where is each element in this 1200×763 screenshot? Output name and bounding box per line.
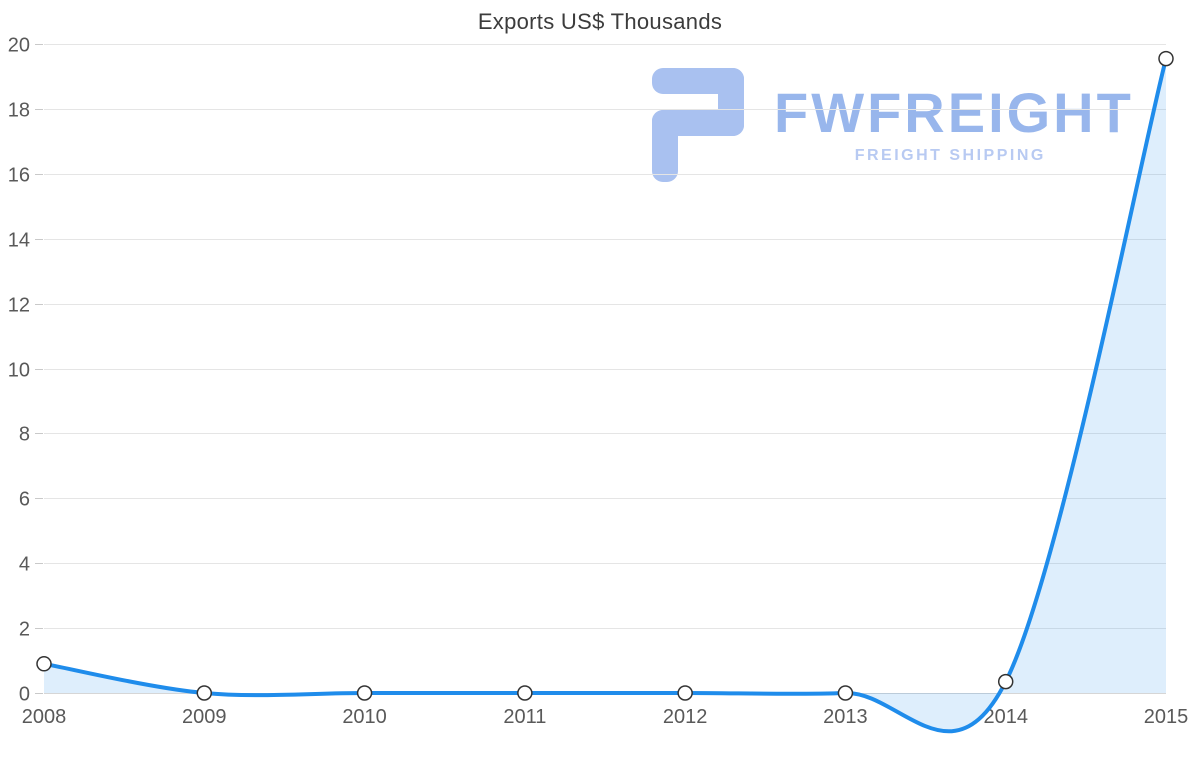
- x-axis-label: 2011: [503, 706, 546, 728]
- y-axis-label: 4: [19, 554, 30, 576]
- data-point-marker: [196, 685, 213, 701]
- x-axis-label: 2009: [182, 706, 227, 728]
- y-axis-label: 20: [8, 35, 30, 57]
- data-point-marker: [36, 656, 52, 672]
- y-axis-label: 8: [19, 424, 30, 446]
- y-axis-label: 10: [8, 360, 30, 382]
- x-axis-label: 2008: [22, 706, 67, 728]
- x-axis-label: 2013: [823, 706, 868, 728]
- line-series: [42, 56, 1168, 734]
- chart-title: Exports US$ Thousands: [477, 9, 723, 34]
- x-axis-label: 2014: [983, 706, 1028, 728]
- data-point-marker: [356, 685, 373, 701]
- data-point-marker: [677, 685, 693, 701]
- data-point-marker: [1158, 50, 1174, 67]
- x-axis-label: 2010: [342, 706, 387, 728]
- area-fill: [44, 58, 1166, 732]
- y-axis-label: 2: [19, 619, 30, 641]
- data-point-marker: [837, 685, 854, 701]
- y-axis-label: 6: [19, 489, 30, 511]
- y-axis-label: 16: [8, 165, 30, 187]
- data-point-marker: [997, 673, 1014, 690]
- y-axis-label: 12: [8, 295, 30, 317]
- data-point-marker: [517, 685, 533, 701]
- x-axis-label: 2015: [1144, 706, 1189, 728]
- y-axis-label: 18: [8, 100, 30, 122]
- x-axis-label: 2012: [663, 706, 708, 728]
- y-axis-label: 14: [8, 230, 30, 252]
- y-axis-label: 0: [19, 684, 30, 706]
